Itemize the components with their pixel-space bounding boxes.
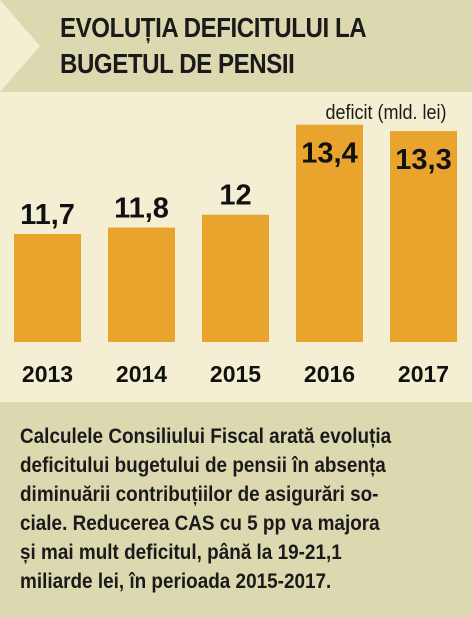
x-tick-label-2017: 2017	[398, 361, 449, 387]
x-tick-label-2015: 2015	[210, 361, 261, 387]
value-label-2016: 13,4	[301, 138, 357, 170]
bar-2014	[108, 227, 175, 342]
header-band: EVOLUȚIA DEFICITULUI LA BUGETUL DE PENSII	[0, 0, 472, 92]
bar-chart: 11,7 2013 11,8 2014 12 2015 13,4 2016 13,3 2017	[14, 124, 457, 387]
note-text: Calculele Consiliului Fiscal arată evolu…	[20, 422, 460, 596]
value-label-2014: 11,8	[114, 193, 169, 225]
note-line-5: și mai mult deficitul, până la 19-21,1	[20, 540, 342, 564]
x-tick-label-2013: 2013	[22, 361, 73, 387]
x-tick-label-2016: 2016	[304, 361, 355, 387]
bar-2017	[390, 131, 457, 342]
note-line-2: deficitului bugetului de pensii în absen…	[20, 453, 386, 477]
arrow-icon	[0, 0, 40, 92]
unit-label: deficit (mld. lei)	[324, 102, 446, 124]
bar-2013	[14, 234, 81, 342]
title-line-1: EVOLUȚIA DEFICITULUI LA	[60, 12, 367, 43]
title-line-2: BUGETUL DE PENSII	[60, 48, 295, 79]
note-line-1: Calculele Consiliului Fiscal arată evolu…	[20, 424, 392, 448]
value-label-2015: 12	[219, 180, 251, 212]
chart-title: EVOLUȚIA DEFICITULUI LA BUGETUL DE PENSII	[60, 10, 404, 82]
bar-2016	[296, 124, 363, 342]
value-label-2013: 11,7	[20, 199, 75, 231]
note-line-3: diminuării contribuțiilor de asigurări s…	[20, 482, 379, 506]
x-tick-label-2014: 2014	[116, 361, 167, 387]
bar-2015	[202, 214, 269, 342]
chart-area: deficit (mld. lei) 11,7 2013 11,8 2014 12 201…	[0, 92, 472, 402]
note-box: Calculele Consiliului Fiscal arată evolu…	[0, 402, 472, 617]
note-line-6: miliarde lei, în perioada 2015-2017.	[20, 569, 332, 593]
note-line-4: ciale. Reducerea CAS cu 5 pp va majora	[20, 511, 380, 535]
value-label-2017: 13,3	[395, 144, 451, 176]
